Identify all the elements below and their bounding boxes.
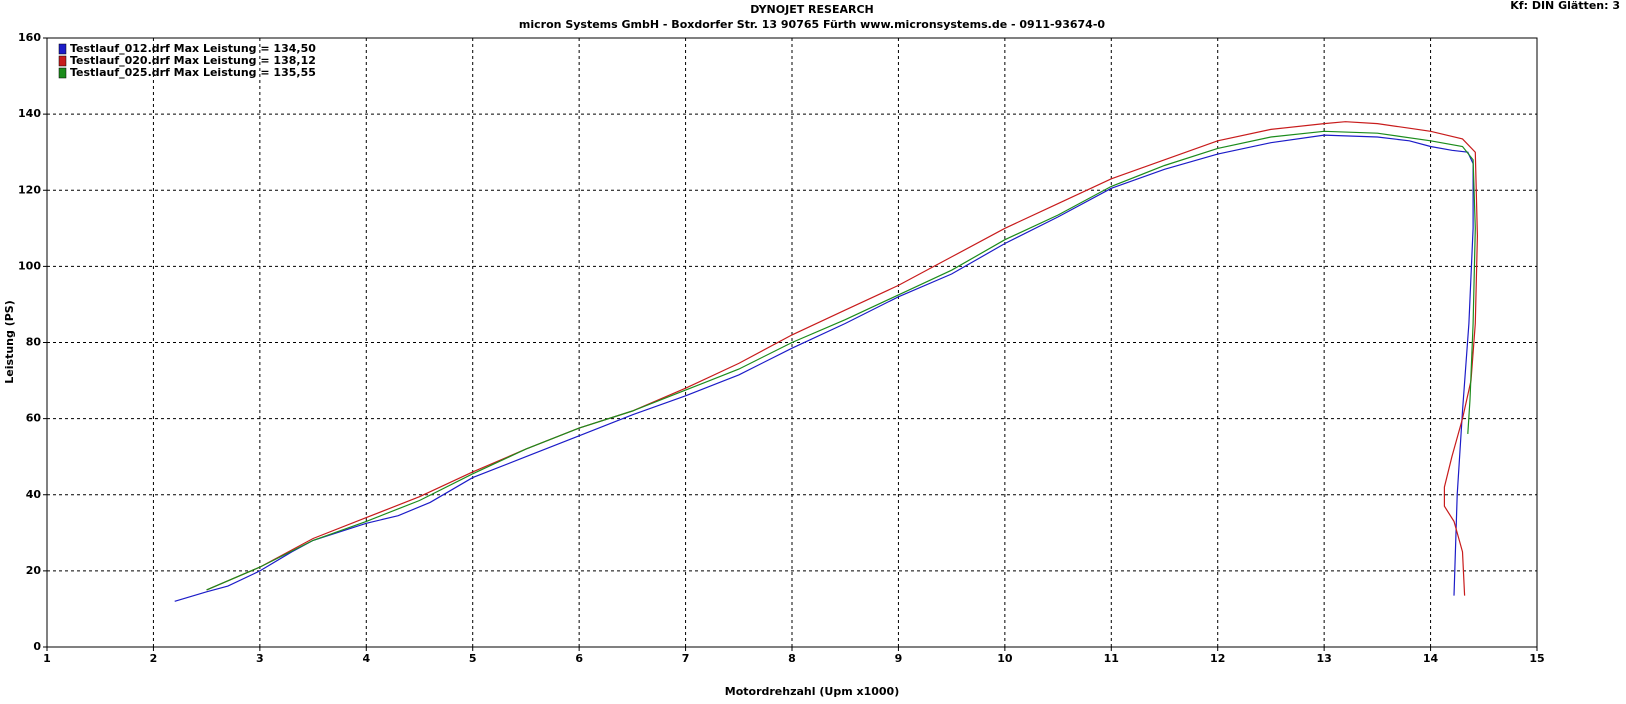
x-tick-label: 1 bbox=[43, 652, 51, 665]
legend-label: Testlauf_012.drf Max Leistung = 134,50 bbox=[70, 42, 316, 55]
x-tick-label: 7 bbox=[682, 652, 690, 665]
y-tick-label: 140 bbox=[18, 107, 41, 120]
y-tick-label: 20 bbox=[26, 564, 42, 577]
x-tick-label: 3 bbox=[256, 652, 264, 665]
chart-title: DYNOJET RESEARCH bbox=[750, 3, 873, 16]
power-curve bbox=[174, 134, 1474, 602]
x-tick-label: 4 bbox=[362, 652, 370, 665]
y-tick-label: 160 bbox=[18, 31, 41, 44]
y-tick-label: 80 bbox=[26, 336, 42, 349]
y-tick-label: 0 bbox=[33, 640, 41, 653]
y-tick-label: 100 bbox=[18, 259, 41, 272]
x-tick-label: 5 bbox=[469, 652, 477, 665]
y-axis-label: Leistung (PS) bbox=[3, 300, 16, 383]
x-tick-label: 14 bbox=[1423, 652, 1439, 665]
x-tick-label: 9 bbox=[895, 652, 903, 665]
x-tick-label: 10 bbox=[997, 652, 1013, 665]
y-tick-label: 60 bbox=[26, 412, 42, 425]
y-tick-label: 40 bbox=[26, 488, 42, 501]
x-axis-label: Motordrehzahl (Upm x1000) bbox=[725, 685, 899, 698]
power-curve bbox=[206, 121, 1479, 596]
x-tick-label: 11 bbox=[1104, 652, 1119, 665]
chart-subtitle: micron Systems GmbH - Boxdorfer Str. 13 … bbox=[519, 18, 1105, 31]
x-tick-label: 13 bbox=[1316, 652, 1331, 665]
x-tick-label: 15 bbox=[1529, 652, 1544, 665]
y-tick-label: 120 bbox=[18, 183, 41, 196]
legend-label: Testlauf_025.drf Max Leistung = 135,55 bbox=[70, 66, 316, 79]
legend-label: Testlauf_020.drf Max Leistung = 138,12 bbox=[70, 54, 316, 67]
legend-swatch bbox=[58, 55, 67, 67]
x-tick-label: 12 bbox=[1210, 652, 1225, 665]
x-tick-label: 6 bbox=[575, 652, 583, 665]
x-tick-label: 2 bbox=[150, 652, 158, 665]
settings-note: Kf: DIN Glätten: 3 bbox=[1510, 0, 1620, 12]
legend-swatch bbox=[58, 67, 67, 79]
x-tick-label: 8 bbox=[788, 652, 796, 665]
power-curve bbox=[206, 130, 1476, 591]
legend-swatch bbox=[58, 43, 67, 55]
